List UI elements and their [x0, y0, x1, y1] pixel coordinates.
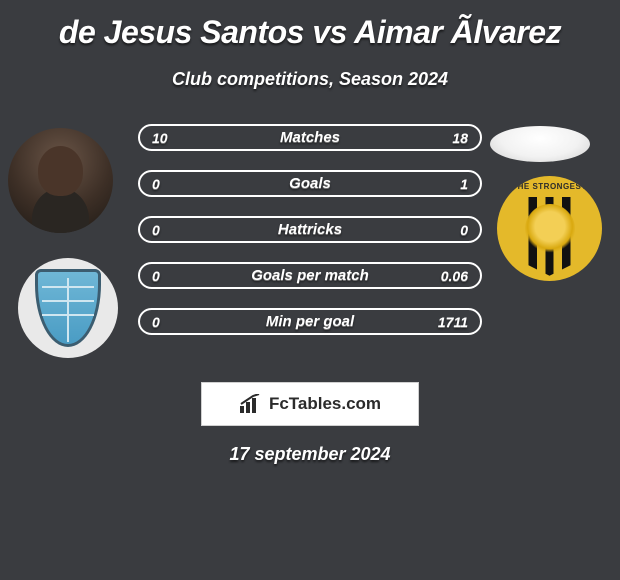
stat-label: Goals per match — [251, 267, 369, 284]
shield-icon — [35, 269, 101, 347]
stat-left-value: 10 — [152, 130, 168, 146]
tiger-icon — [525, 204, 575, 254]
player-avatar-left — [8, 128, 113, 233]
player-avatar-right — [490, 126, 590, 162]
stat-label: Hattricks — [278, 221, 342, 238]
stat-left-value: 0 — [152, 176, 160, 192]
watermark: FcTables.com — [201, 382, 419, 426]
stat-right-value: 0 — [460, 222, 468, 238]
stat-label: Min per goal — [266, 313, 354, 330]
stat-left-value: 0 — [152, 268, 160, 284]
subtitle: Club competitions, Season 2024 — [0, 69, 620, 90]
stat-label: Matches — [280, 129, 340, 146]
stat-left-value: 0 — [152, 222, 160, 238]
stat-right-value: 1711 — [438, 314, 468, 330]
stat-right-value: 0.06 — [441, 268, 468, 284]
bars-icon — [239, 394, 263, 414]
stat-row-goals: 0 Goals 1 — [138, 170, 482, 197]
comparison-card: de Jesus Santos vs Aimar Ãlvarez Club co… — [0, 0, 620, 465]
stat-row-min-per-goal: 0 Min per goal 1711 — [138, 308, 482, 335]
date-text: 17 september 2024 — [0, 444, 620, 465]
stat-row-goals-per-match: 0 Goals per match 0.06 — [138, 262, 482, 289]
stat-right-value: 18 — [452, 130, 468, 146]
stat-row-hattricks: 0 Hattricks 0 — [138, 216, 482, 243]
stat-right-value: 1 — [460, 176, 468, 192]
club-badge-left — [18, 258, 118, 358]
watermark-text: FcTables.com — [269, 394, 381, 414]
club-arc-text: THE STRONGEST — [497, 182, 602, 191]
comparison-body: THE STRONGEST 10 Matches 18 0 Goals 1 0 … — [0, 118, 620, 378]
stat-bars: 10 Matches 18 0 Goals 1 0 Hattricks 0 0 … — [138, 124, 482, 354]
stat-left-value: 0 — [152, 314, 160, 330]
club-badge-right: THE STRONGEST — [497, 176, 602, 281]
page-title: de Jesus Santos vs Aimar Ãlvarez — [0, 14, 620, 51]
stat-label: Goals — [289, 175, 331, 192]
stat-row-matches: 10 Matches 18 — [138, 124, 482, 151]
